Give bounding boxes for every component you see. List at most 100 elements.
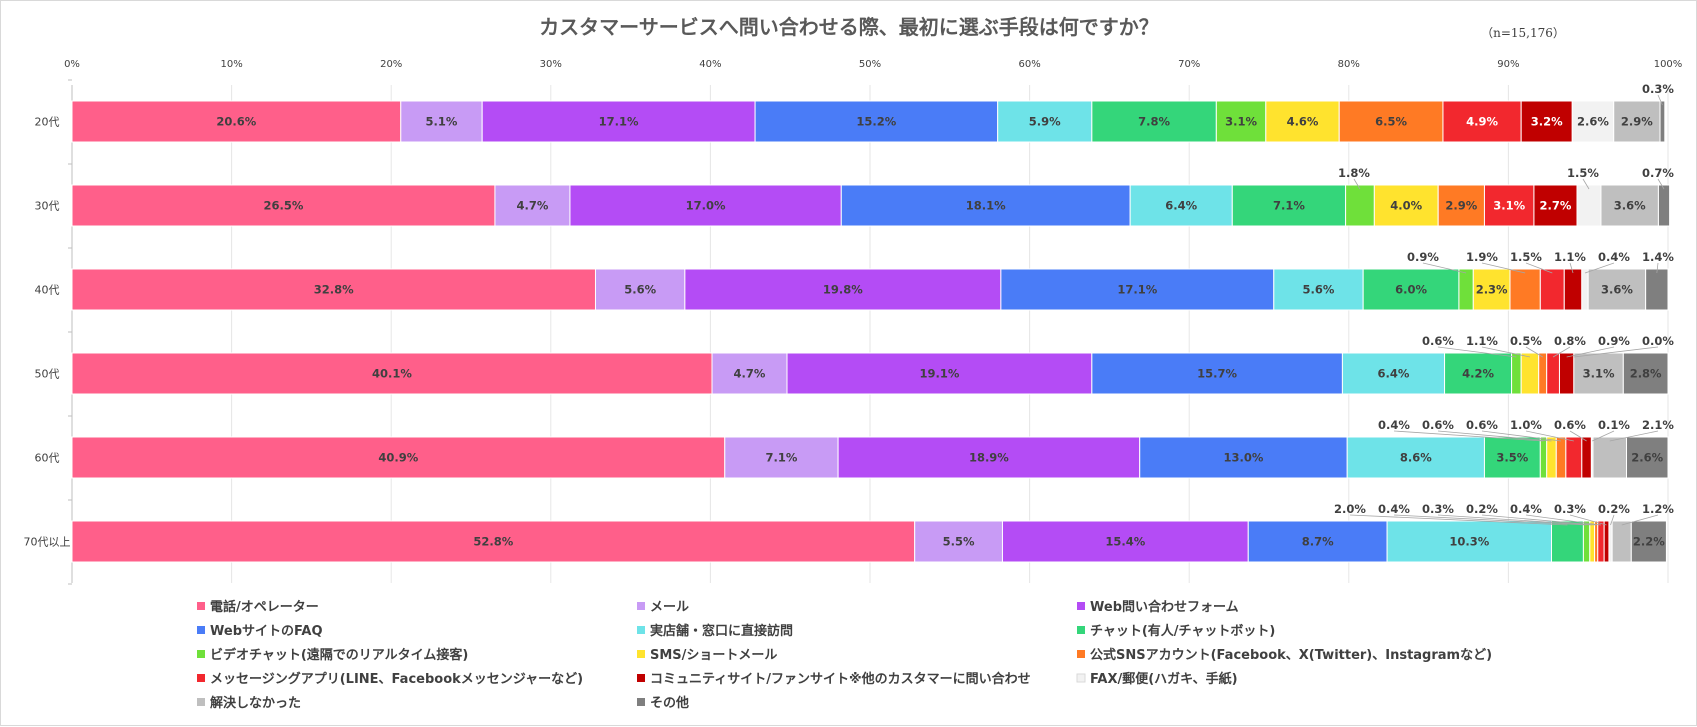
bar-segment [1520, 352, 1540, 395]
bar-segment [594, 268, 686, 311]
legend-label: その他 [650, 695, 689, 711]
bar-segment [1442, 100, 1522, 143]
data-label: 5.6% [624, 283, 656, 297]
leader-line [1569, 514, 1607, 526]
data-label: 0.0% [1642, 334, 1674, 348]
bar-segment [71, 436, 726, 479]
bar-segment [1546, 436, 1557, 479]
data-label: 0.9% [1598, 334, 1630, 348]
leader-line [1656, 262, 1659, 274]
x-tick-label: 20% [380, 59, 402, 70]
data-label: 15.7% [1197, 367, 1237, 381]
data-label: 1.0% [1510, 418, 1542, 432]
bar-segment [1589, 520, 1596, 563]
data-label: 20.6% [216, 115, 256, 129]
x-tick-label: 70% [1178, 59, 1200, 70]
data-label: 3.6% [1601, 283, 1633, 297]
data-label: 6.5% [1375, 115, 1407, 129]
data-label: 0.3% [1422, 502, 1454, 516]
bar-segment [1345, 184, 1375, 227]
leader-line [1525, 346, 1543, 358]
data-label: 1.1% [1466, 334, 1498, 348]
data-label: 15.4% [1105, 535, 1145, 549]
legend-swatch [197, 602, 205, 610]
bar-segment [786, 352, 1093, 395]
y-category-label: 40代 [35, 284, 60, 297]
bar-segment [1511, 352, 1522, 395]
legend-label: チャット(有人/チャットボット) [1090, 623, 1275, 639]
bar-segment [1630, 520, 1667, 563]
data-label: 0.5% [1510, 334, 1542, 348]
data-label: 2.8% [1630, 367, 1662, 381]
x-tick-label: 40% [699, 59, 721, 70]
data-label: 0.4% [1510, 502, 1542, 516]
bar-segment [1550, 520, 1584, 563]
data-label: 7.1% [1273, 199, 1305, 213]
data-label: 1.8% [1338, 166, 1370, 180]
legend-label: 電話/オペレーター [210, 599, 319, 615]
bar-segment [684, 268, 1002, 311]
legend-label: Web問い合わせフォーム [1090, 599, 1239, 615]
leader-line [1621, 514, 1659, 526]
leader-line [1552, 346, 1571, 358]
grid-layer [68, 79, 1669, 585]
legend-label: 公式SNSアカウント(Facebook、X(Twitter)、Instagram… [1090, 647, 1492, 663]
data-label: 6.4% [1378, 367, 1410, 381]
legend-swatch [197, 650, 205, 658]
leader-line [1569, 262, 1574, 274]
leader-line [1610, 514, 1615, 526]
x-tick-label: 50% [859, 59, 881, 70]
bar-segment [1603, 520, 1610, 563]
leader-line [1481, 514, 1597, 526]
legend-label: WebサイトのFAQ [210, 624, 323, 639]
data-label: 5.5% [943, 535, 975, 549]
data-label: 8.6% [1400, 451, 1432, 465]
bar-segment [1573, 352, 1624, 395]
data-label: 0.8% [1554, 334, 1586, 348]
x-tick-label: 100% [1654, 59, 1683, 70]
bar-segment [1626, 436, 1669, 479]
bar-segment [1645, 268, 1669, 311]
legend-label: 実店舗・窓口に直接訪問 [650, 623, 793, 639]
leader-line [1437, 514, 1593, 526]
leader-line [1437, 346, 1517, 358]
bar-segment [1600, 184, 1659, 227]
data-label: 1.1% [1554, 250, 1586, 264]
bar-segment [1613, 100, 1661, 143]
y-category-label: 20代 [35, 116, 60, 129]
data-label: 0.4% [1378, 502, 1410, 516]
leader-line [1481, 346, 1531, 358]
data-label: 7.1% [765, 451, 797, 465]
leader-line [1592, 430, 1615, 442]
data-label: 15.2% [856, 115, 896, 129]
data-label: 4.2% [1462, 367, 1494, 381]
bar-segment [1373, 184, 1439, 227]
leader-line [1569, 430, 1587, 442]
data-label: 1.9% [1466, 250, 1498, 264]
chart-title: カスタマーサービスへ問い合わせる際、最初に選ぶ手段は何ですか？ [539, 15, 1159, 39]
data-label: 40.9% [378, 451, 418, 465]
data-label: 0.1% [1598, 418, 1630, 432]
data-label: 2.1% [1642, 418, 1674, 432]
data-label: 26.5% [264, 199, 304, 213]
legend-label: 解決しなかった [209, 695, 301, 711]
data-label: 10.3% [1449, 535, 1489, 549]
data-label: 0.6% [1422, 418, 1454, 432]
legend-swatch [197, 698, 205, 706]
data-label: 3.1% [1493, 199, 1525, 213]
leader-line [1353, 178, 1361, 190]
data-label: 6.0% [1395, 283, 1427, 297]
data-label: 52.8% [473, 535, 513, 549]
legend-swatch [637, 626, 645, 634]
data-label: 3.6% [1614, 199, 1646, 213]
bar-segment [1458, 268, 1474, 311]
bar-segment [1592, 436, 1628, 479]
bar-segment [1483, 184, 1535, 227]
data-label-layer: 20.6% 5.1% 17.1% 15.2% 5.9% 7.8% 3.1% 4.6% 6.5% 4… [216, 82, 1674, 549]
bar-segment [1231, 184, 1347, 227]
leader-line [1393, 430, 1544, 442]
data-label: 1.5% [1510, 250, 1542, 264]
leader-line [1657, 178, 1665, 190]
leader-line [1349, 514, 1568, 526]
data-label: 2.0% [1334, 502, 1366, 516]
